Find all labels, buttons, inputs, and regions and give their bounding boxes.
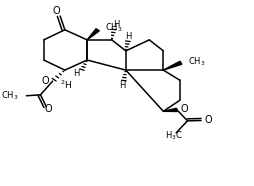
Text: $^{2}$H: $^{2}$H (60, 78, 72, 91)
Text: H: H (119, 81, 125, 90)
Text: H: H (73, 69, 80, 78)
Polygon shape (87, 29, 99, 40)
Text: O: O (53, 7, 60, 17)
Polygon shape (163, 61, 181, 70)
Polygon shape (163, 108, 177, 111)
Text: CH$_3$: CH$_3$ (187, 55, 205, 68)
Text: H$_3$C: H$_3$C (165, 130, 183, 142)
Text: O: O (204, 116, 211, 126)
Text: CH$_3$: CH$_3$ (1, 89, 19, 102)
Text: CH$_3$: CH$_3$ (105, 22, 122, 34)
Text: O: O (44, 105, 52, 115)
Text: H: H (112, 20, 119, 29)
Text: O: O (180, 105, 187, 115)
Text: O: O (41, 76, 49, 86)
Text: H: H (125, 32, 131, 41)
